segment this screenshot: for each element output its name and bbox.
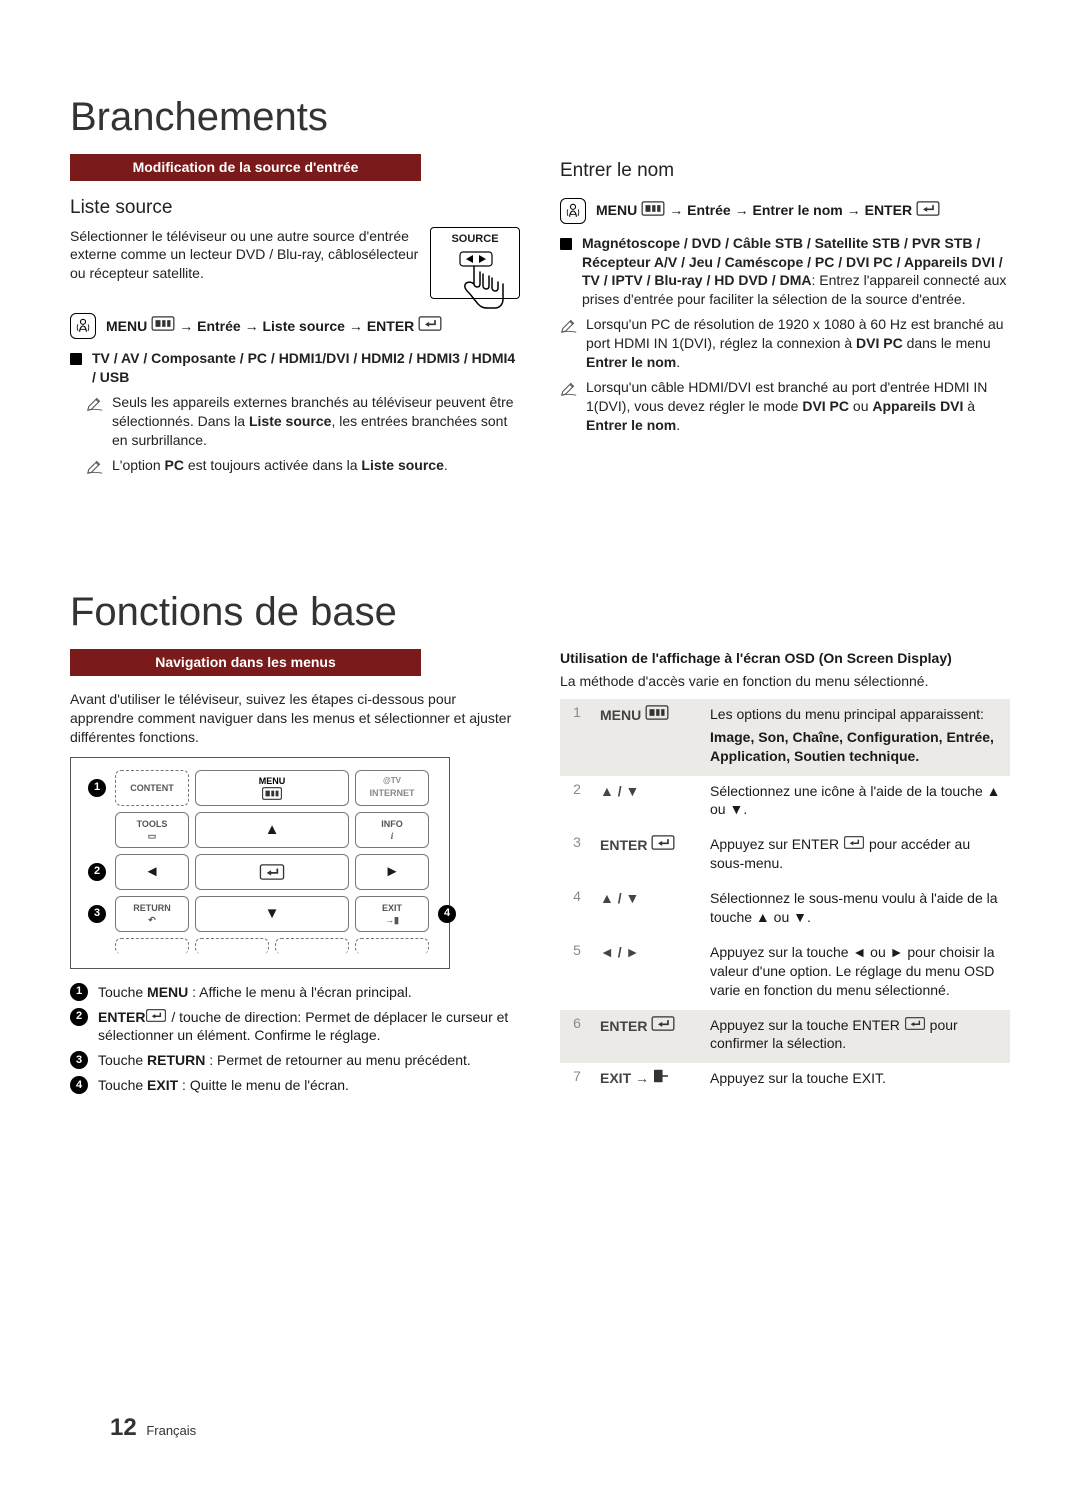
hand-icon xyxy=(441,250,511,320)
heading-entrer-nom: Entrer le nom xyxy=(560,158,1010,184)
callout-3: 3 xyxy=(88,905,106,923)
callout-1: 1 xyxy=(88,779,106,797)
step-description: Appuyez sur la touche ◄ ou ► pour choisi… xyxy=(704,937,1010,1010)
enter-label: ENTER xyxy=(865,201,912,220)
note-hdmi-dvi: Lorsqu'un câble HDMI/DVI est branché au … xyxy=(586,378,1010,435)
bar-modification-source: Modification de la source d'entrée xyxy=(70,154,421,181)
step-key: MENU xyxy=(594,699,704,776)
step-number: 3 xyxy=(560,829,594,883)
btn-partial xyxy=(195,938,269,954)
page-number: 12 xyxy=(110,1414,137,1441)
menu-icon xyxy=(641,201,665,221)
btn-tools: TOOLS▭ xyxy=(115,812,189,848)
btn-partial xyxy=(275,938,349,954)
enter-icon xyxy=(418,316,442,336)
btn-menu: MENU xyxy=(195,770,349,806)
step-description: Appuyez sur la touche EXIT. xyxy=(704,1063,1010,1098)
step-description: Appuyez sur la touche ENTER pour confirm… xyxy=(704,1010,1010,1064)
osd-icon xyxy=(560,198,586,224)
exit-icon xyxy=(653,1070,669,1086)
liste-source-intro: Sélectionner le téléviseur ou une autre … xyxy=(70,227,420,284)
menu-path-mid: → Entrée → Entrer le nom → xyxy=(669,201,860,220)
legend-3: 3 Touche RETURN : Permet de retourner au… xyxy=(70,1051,520,1070)
legend-1: 1 Touche MENU : Affiche le menu à l'écra… xyxy=(70,983,520,1002)
osd-title: Utilisation de l'affichage à l'écran OSD… xyxy=(560,649,1010,668)
step-description: Appuyez sur ENTER pour accéder au sous-m… xyxy=(704,829,1010,883)
enter-icon xyxy=(651,837,675,853)
legend-4: 4 Touche EXIT : Quitte le menu de l'écra… xyxy=(70,1076,520,1095)
menu-icon xyxy=(645,707,669,723)
step-number: 2 xyxy=(560,776,594,830)
osd-icon xyxy=(70,313,96,339)
step-number: 7 xyxy=(560,1063,594,1098)
step-description: Sélectionnez une icône à l'aide de la to… xyxy=(704,776,1010,830)
fonctions-intro: Avant d'utiliser le téléviseur, suivez l… xyxy=(70,690,520,747)
enter-icon xyxy=(916,201,940,221)
dpad-right: ► xyxy=(355,854,429,890)
step-key: ◄ / ► xyxy=(594,937,704,1010)
source-button-illus: SOURCE xyxy=(430,227,520,300)
section-title: Fonctions de base xyxy=(70,585,1010,639)
menu-icon xyxy=(151,316,175,336)
step-number: 4 xyxy=(560,883,594,937)
osd-steps-table: 1MENU Les options du menu principal appa… xyxy=(560,699,1010,1098)
note-icon xyxy=(86,394,104,450)
col-right: Entrer le nom MENU → Entrée → Entrer le … xyxy=(560,154,1010,485)
heading-liste-source: Liste source xyxy=(70,195,520,221)
square-bullet-icon xyxy=(560,238,572,250)
callout-4: 4 xyxy=(438,905,456,923)
step-number: 6 xyxy=(560,1010,594,1064)
step-description: Sélectionnez le sous-menu voulu à l'aide… xyxy=(704,883,1010,937)
col-right: Utilisation de l'affichage à l'écran OSD… xyxy=(560,649,1010,1101)
btn-content: CONTENT xyxy=(115,770,189,806)
remote-diagram: 1 CONTENT MENU @TV INTERNET TOOLS▭ ▲ INF… xyxy=(70,757,450,969)
note-pc-resolution: Lorsqu'un PC de résolution de 1920 x 108… xyxy=(586,315,1010,372)
dpad-up: ▲ xyxy=(195,812,349,848)
btn-return: RETURN↶ xyxy=(115,896,189,932)
step-key: ▲ / ▼ xyxy=(594,776,704,830)
legend-2: 2 ENTER / touche de direction: Permet de… xyxy=(70,1008,520,1046)
step-key: ▲ / ▼ xyxy=(594,883,704,937)
step-number: 5 xyxy=(560,937,594,1010)
note-external-devices: Seuls les appareils externes branchés au… xyxy=(112,393,520,450)
note-icon xyxy=(560,316,578,372)
btn-partial xyxy=(115,938,189,954)
btn-info: INFOi xyxy=(355,812,429,848)
btn-partial xyxy=(355,938,429,954)
col-left: Navigation dans les menus Avant d'utilis… xyxy=(70,649,520,1101)
note-icon xyxy=(86,457,104,481)
enter-label: ENTER xyxy=(367,317,414,336)
square-bullet-icon xyxy=(70,353,82,365)
menu-icon xyxy=(261,787,283,800)
note-icon xyxy=(560,379,578,435)
input-list: TV / AV / Composante / PC / HDMI1/DVI / … xyxy=(92,349,520,387)
step-key: ENTER xyxy=(594,1010,704,1064)
osd-subtitle: La méthode d'accès varie en fonction du … xyxy=(560,672,1010,691)
bar-navigation-menus: Navigation dans les menus xyxy=(70,649,421,676)
step-number: 1 xyxy=(560,699,594,776)
btn-internet: @TV INTERNET xyxy=(355,770,429,806)
enter-icon xyxy=(651,1018,675,1034)
menu-label: MENU xyxy=(106,317,147,336)
menu-path-mid: → Entrée → Liste source → xyxy=(179,317,363,336)
btn-exit: EXIT→▮ xyxy=(355,896,429,932)
btn-enter xyxy=(195,854,349,890)
enter-icon xyxy=(145,1009,167,1022)
source-label: SOURCE xyxy=(451,233,498,245)
note-pc-option: L'option PC est toujours activée dans la… xyxy=(112,456,448,481)
callout-2: 2 xyxy=(88,863,106,881)
step-description: Les options du menu principal apparaisse… xyxy=(704,699,1010,776)
enter-icon xyxy=(259,864,285,880)
menu-path-entrer-nom: MENU → Entrée → Entrer le nom → ENTER xyxy=(560,198,1010,224)
menu-label: MENU xyxy=(596,201,637,220)
devices-list: Magnétoscope / DVD / Câble STB / Satelli… xyxy=(582,234,1010,310)
dpad-left: ◄ xyxy=(115,854,189,890)
step-key: EXIT → xyxy=(594,1063,704,1098)
col-left: Modification de la source d'entrée Liste… xyxy=(70,154,520,485)
page-lang: Français xyxy=(146,1423,196,1438)
step-key: ENTER xyxy=(594,829,704,883)
dpad-down: ▼ xyxy=(195,896,349,932)
section-title: Branchements xyxy=(70,90,1010,144)
page-footer: 12 Français xyxy=(110,1412,196,1444)
